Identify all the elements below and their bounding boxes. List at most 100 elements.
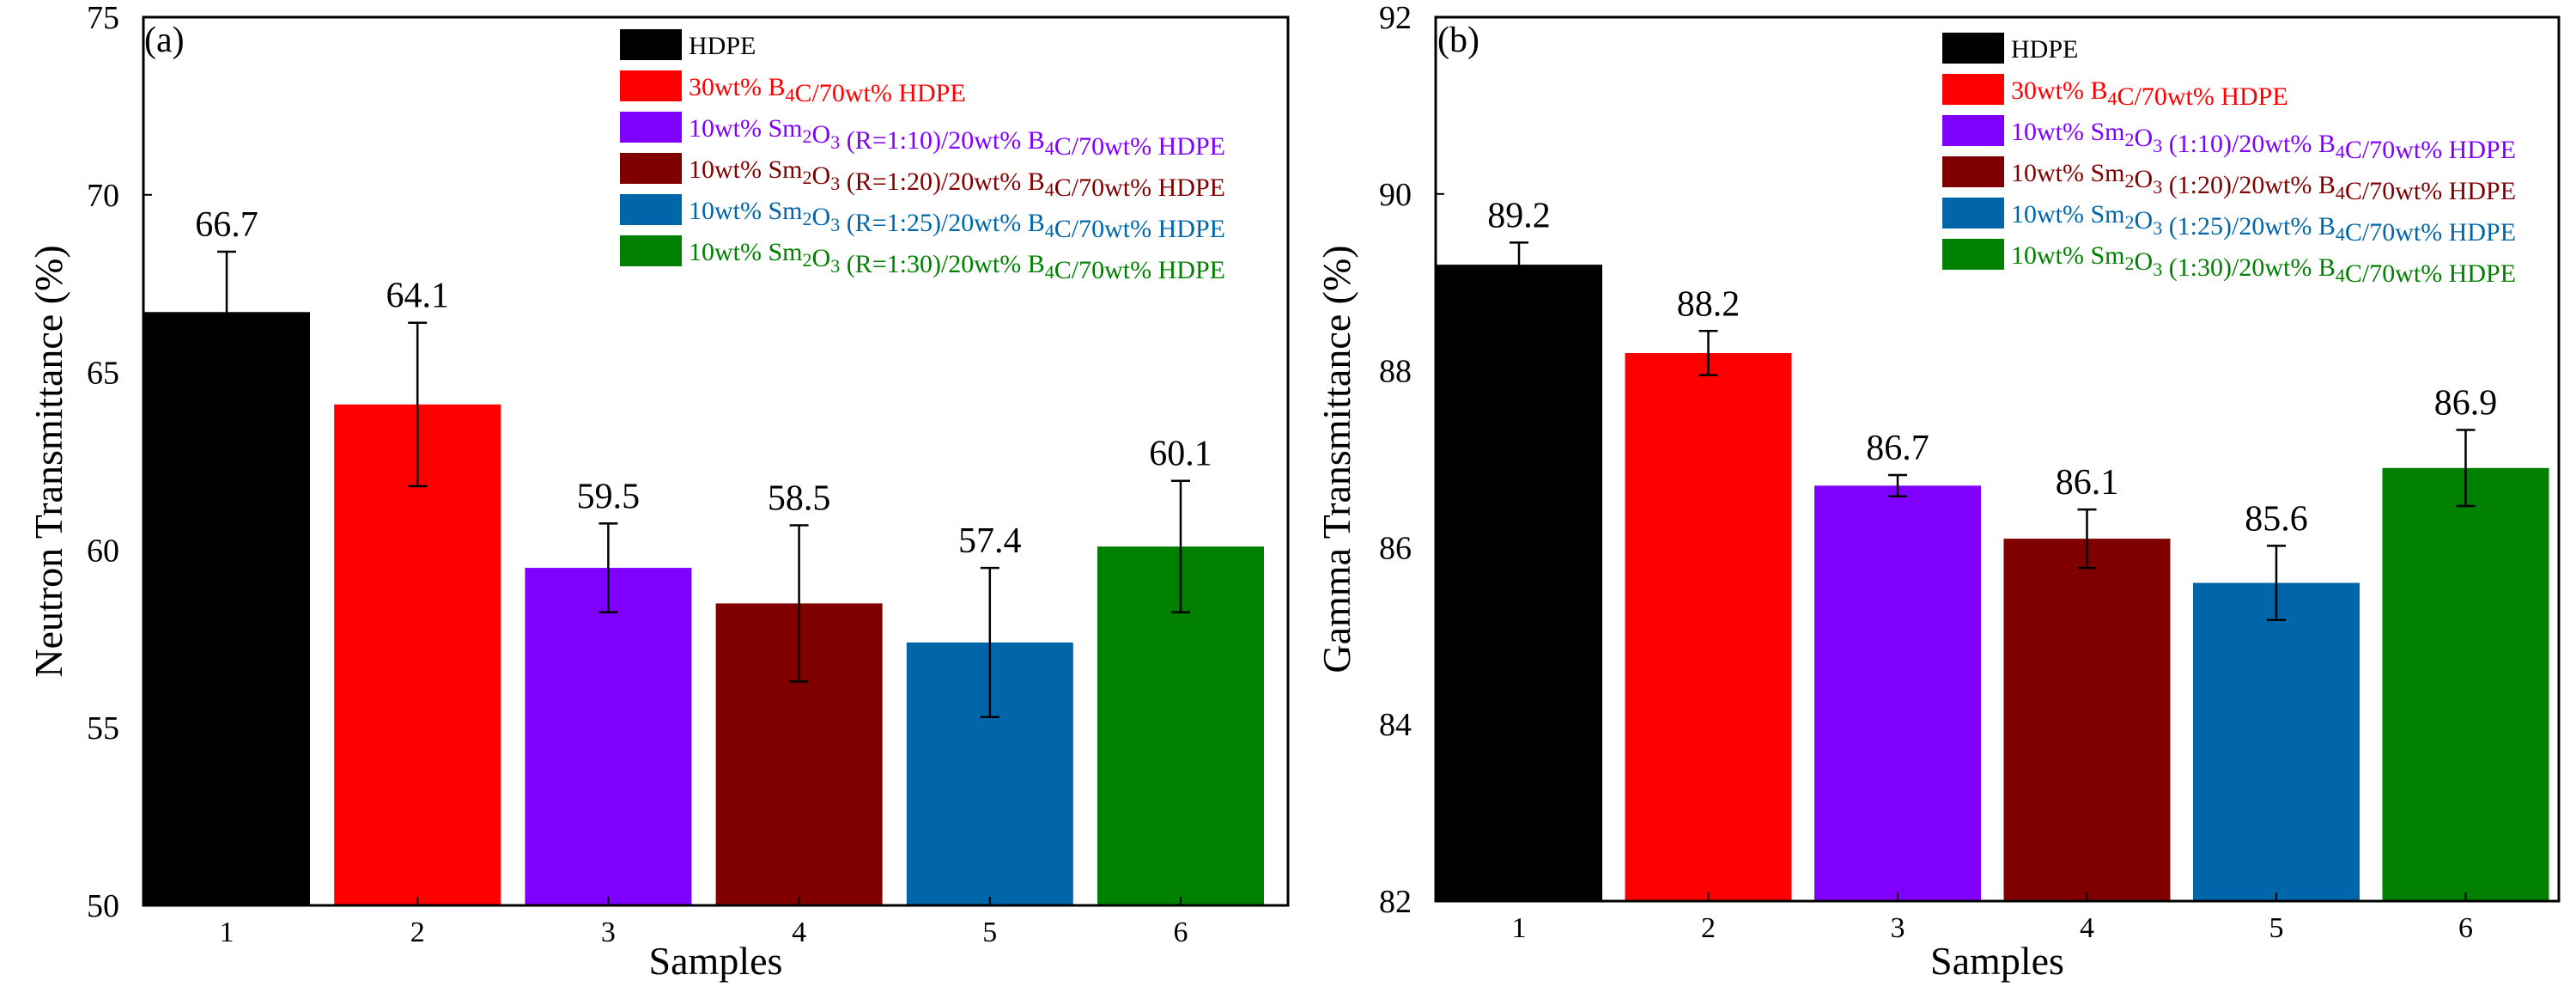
y-tick-label: 84 (1379, 707, 1412, 743)
error-bar (1510, 241, 1528, 289)
legend-item: 30wt% B4C/70wt% HDPE (1942, 74, 2288, 111)
legend-label: 10wt% Sm2O3 (R=1:10)/20wt% B4C/70wt% HDP… (689, 114, 1225, 161)
data-label: 59.5 (577, 477, 641, 516)
bar (1436, 265, 1602, 901)
y-tick-label: 82 (1379, 884, 1412, 920)
x-tick-label: 1 (220, 917, 234, 948)
error-bar (789, 524, 809, 683)
x-axis-title: Samples (1930, 939, 2064, 983)
legend-swatch (1942, 239, 2004, 270)
legend-label: 10wt% Sm2O3 (1:25)/20wt% B4C/70wt% HDPE (2011, 200, 2516, 247)
bar (2382, 467, 2549, 901)
x-tick-label: 4 (2080, 912, 2094, 944)
legend-swatch (620, 153, 682, 184)
y-tick-label: 92 (1379, 0, 1412, 36)
legend-swatch (620, 29, 682, 60)
plot-frame (1434, 15, 2561, 903)
data-label: 66.7 (195, 205, 258, 245)
bar (1625, 353, 1792, 901)
bar (143, 312, 310, 906)
legend-item: 10wt% Sm2O3 (R=1:25)/20wt% B4C/70wt% HDP… (620, 194, 1225, 243)
y-axis-title: Gamma Transmittance (%) (1315, 245, 1358, 673)
data-label: 85.6 (2245, 499, 2308, 539)
bar (2003, 539, 2171, 901)
data-label: 57.4 (958, 521, 1022, 561)
legend-item: HDPE (1942, 33, 2078, 64)
y-tick-label: 70 (87, 178, 119, 214)
error-bar (980, 566, 999, 719)
legend: HDPE 30wt% B4C/70wt% HDPE 10wt% Sm2O3 (R=1… (620, 29, 1225, 284)
error-bar (2456, 429, 2476, 508)
legend-label: 10wt% Sm2O3 (R=1:25)/20wt% B4C/70wt% HDP… (689, 197, 1225, 243)
error-bar (1698, 330, 1718, 376)
x-tick-label: 1 (1512, 912, 1527, 944)
error-bar (2267, 545, 2286, 622)
legend-label: 10wt% Sm2O3 (1:20)/20wt% B4C/70wt% HDPE (2011, 159, 2516, 205)
legend-label: 10wt% Sm2O3 (1:30)/20wt% B4C/70wt% HDPE (2011, 241, 2516, 288)
legend-item: HDPE (620, 29, 756, 60)
y-axis-title: Neutron Transmittance (%) (27, 245, 70, 677)
legend-swatch (620, 235, 682, 266)
legend-label: HDPE (689, 32, 756, 60)
data-label: 60.1 (1149, 435, 1212, 474)
error-bar (1171, 479, 1190, 614)
y-tick-label: 55 (87, 710, 119, 746)
data-label: 86.1 (2056, 463, 2119, 503)
data-label: 86.7 (1866, 429, 1929, 468)
legend-item: 10wt% Sm2O3 (R=1:10)/20wt% B4C/70wt% HDP… (620, 112, 1225, 161)
legend-label: 10wt% Sm2O3 (1:10)/20wt% B4C/70wt% HDPE (2011, 118, 2516, 164)
legend-swatch (1942, 115, 2004, 146)
data-label: 86.9 (2434, 384, 2498, 423)
legend-swatch (1942, 198, 2004, 228)
legend-item: 10wt% Sm2O3 (R=1:30)/20wt% B4C/70wt% HDP… (620, 235, 1225, 284)
error-bar (1888, 473, 1907, 497)
x-tick-label: 6 (2458, 912, 2473, 944)
legend-label: 30wt% B4C/70wt% HDPE (2011, 76, 2288, 111)
error-bar (598, 522, 618, 614)
legend-item: 10wt% Sm2O3 (1:10)/20wt% B4C/70wt% HDPE (1942, 115, 2516, 164)
legend-item: 10wt% Sm2O3 (1:25)/20wt% B4C/70wt% HDPE (1942, 198, 2516, 247)
y-tick-label: 86 (1379, 530, 1412, 566)
x-tick-label: 5 (982, 917, 997, 948)
x-tick-label: 2 (1701, 912, 1716, 944)
panel-label: (b) (1437, 21, 1479, 60)
legend-item: 10wt% Sm2O3 (1:20)/20wt% B4C/70wt% HDPE (1942, 156, 2516, 205)
legend-label: 10wt% Sm2O3 (R=1:30)/20wt% B4C/70wt% HDP… (689, 238, 1225, 284)
x-tick-label: 4 (792, 917, 806, 948)
chart-panel-b: 89.2 1 88.2 2 86.7 3 86.1 4 85.6 5 86.9 6 82 84 86 88 90… (1315, 0, 2561, 983)
x-tick-label: 5 (2269, 912, 2284, 944)
y-tick-label: 60 (87, 533, 119, 569)
error-bar (408, 321, 428, 488)
x-tick-label: 2 (410, 917, 425, 948)
legend-swatch (1942, 74, 2004, 105)
error-bar (217, 250, 236, 374)
y-tick-label: 88 (1379, 354, 1412, 390)
bar (334, 404, 501, 906)
data-label: 64.1 (386, 277, 449, 316)
legend-swatch (620, 112, 682, 143)
chart-panel-a: 66.7 1 64.1 2 59.5 3 58.5 4 57.4 5 60.1 6 50 55 60 65 70… (27, 0, 1290, 983)
legend-item: 30wt% B4C/70wt% HDPE (620, 70, 966, 107)
legend-item: 10wt% Sm2O3 (R=1:20)/20wt% B4C/70wt% HDP… (620, 153, 1225, 202)
legend-label: 10wt% Sm2O3 (R=1:20)/20wt% B4C/70wt% HDP… (689, 155, 1225, 202)
legend-swatch (620, 194, 682, 225)
y-tick-label: 90 (1379, 177, 1412, 213)
panel-label: (a) (144, 21, 185, 60)
bar (525, 568, 692, 905)
bar (2193, 582, 2360, 901)
x-tick-label: 3 (601, 917, 616, 948)
x-axis-title: Samples (649, 939, 783, 983)
data-label: 58.5 (768, 478, 831, 518)
y-tick-label: 75 (87, 0, 119, 36)
legend-item: 10wt% Sm2O3 (1:30)/20wt% B4C/70wt% HDPE (1942, 239, 2516, 288)
x-tick-label: 3 (1891, 912, 1905, 944)
legend-swatch (1942, 156, 2004, 187)
error-bar (2077, 508, 2097, 570)
y-tick-label: 65 (87, 356, 119, 392)
y-tick-label: 50 (87, 888, 119, 924)
legend-swatch (620, 70, 682, 101)
legend-label: HDPE (2011, 35, 2078, 64)
legend-swatch (1942, 33, 2004, 64)
legend-label: 30wt% B4C/70wt% HDPE (689, 73, 966, 107)
